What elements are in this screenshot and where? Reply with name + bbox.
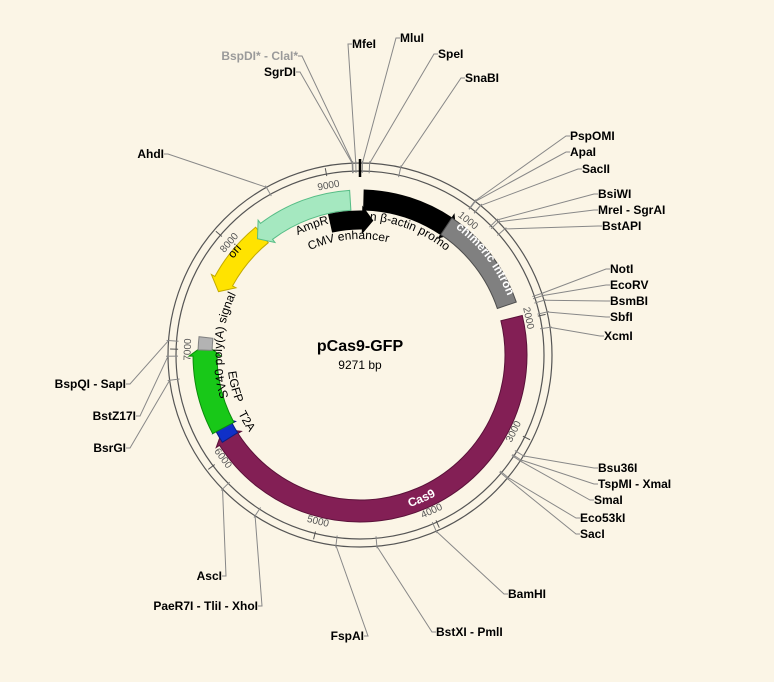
site-label-smai: SmaI: [594, 493, 623, 507]
bp-tick-label: 7000: [182, 338, 194, 361]
callout-line: [436, 531, 508, 594]
site-label-ecorv: EcoRV: [610, 278, 648, 292]
site-label-snabi: SnaBI: [465, 71, 499, 85]
callout-line: [296, 72, 352, 163]
plasmid-size: 9271 bp: [338, 358, 382, 372]
site-label-asci: AscI: [197, 569, 222, 583]
site-label-bsiwi: BsiWI: [598, 187, 631, 201]
site-label-ahdi: AhdI: [137, 147, 164, 161]
site-label-bspqi-sapi: BspQI - SapI: [55, 377, 126, 391]
site-label-sgrdi: SgrDI: [264, 65, 296, 79]
callout-line: [547, 312, 610, 317]
callout-line: [521, 460, 598, 484]
site-label-mlui: MluI: [400, 31, 424, 45]
feature-sv40-poly-a-signal: [198, 337, 213, 351]
callout-line: [222, 489, 226, 576]
feature-label: CMV enhancer: [305, 228, 390, 253]
callout-line: [550, 327, 604, 336]
callout-line: [475, 136, 570, 201]
site-label-spei: SpeI: [438, 47, 463, 61]
site-label-bsmbi: BsmBI: [610, 294, 648, 308]
callout-line: [370, 54, 438, 163]
callout-line: [136, 356, 168, 416]
site-label-mfei: MfeI: [352, 37, 376, 51]
site-label-xcmi: XcmI: [604, 329, 633, 343]
site-label-bamhi: BamHI: [508, 587, 546, 601]
site-label-mrei-sgrai: MreI - SgrAI: [598, 203, 665, 217]
site-label-fspai: FspAI: [331, 629, 364, 643]
site-label-sbfi: SbfI: [610, 310, 633, 324]
site-label-noti: NotI: [610, 262, 633, 276]
callout-line: [505, 226, 602, 229]
callout-line: [336, 545, 368, 636]
callout-line: [164, 154, 266, 187]
site-label-saci: SacI: [580, 527, 605, 541]
site-label-bstapi: BstAPI: [602, 219, 641, 233]
site-label-eco53ki: Eco53kI: [580, 511, 625, 525]
site-label-bstz17i: BstZ17I: [93, 409, 136, 423]
site-label-bsrgi: BsrGI: [93, 441, 126, 455]
callout-line: [507, 478, 580, 534]
callout-line: [126, 341, 169, 384]
site-label-bspdi-clai-: BspDI* - ClaI*: [221, 49, 298, 63]
site-label-bstxi-pmli: BstXI - PmlI: [436, 625, 503, 639]
callout-line: [544, 300, 610, 301]
site-label-paer7i-tlii-xhoi: PaeR7I - TliI - XhoI: [153, 599, 258, 613]
callout-line: [508, 477, 580, 518]
feature-label: chicken β-actin promoter: [0, 0, 453, 254]
feature-label: T2A: [235, 408, 258, 434]
callout-line: [543, 285, 610, 296]
callout-line: [401, 78, 465, 167]
feature-label: chimeric intron: [454, 219, 518, 297]
callout-line: [377, 546, 436, 632]
callout-line: [348, 44, 356, 163]
plasmid-name: pCas9-GFP: [317, 338, 404, 355]
callout-line: [481, 169, 582, 206]
site-label-sacii: SacII: [582, 162, 610, 176]
callout-line: [475, 152, 570, 201]
callout-line: [298, 56, 353, 163]
site-label-bsu36i: Bsu36I: [598, 461, 637, 475]
site-label-tspmi-xmai: TspMI - XmaI: [598, 477, 671, 491]
site-label-pspomi: PspOMI: [570, 129, 615, 143]
site-label-apai: ApaI: [570, 145, 596, 159]
callout-line: [523, 456, 598, 468]
callout-line: [255, 516, 262, 606]
